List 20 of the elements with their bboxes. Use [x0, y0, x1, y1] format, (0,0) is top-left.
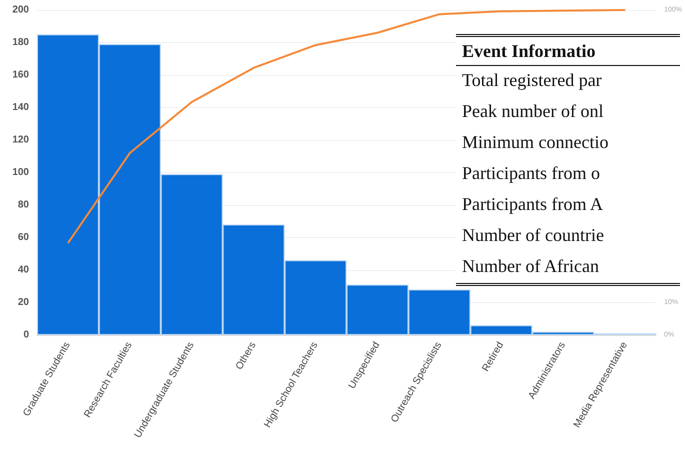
y-tick-label: 0: [23, 330, 30, 340]
y-tick-label: 100: [12, 167, 30, 178]
y-tick-label: 160: [12, 70, 30, 80]
y-tick-label: 80: [18, 200, 30, 210]
annotation: Participants from o: [461, 162, 601, 185]
annotation: Peak number of onl: [461, 100, 604, 123]
annotation: Participants from A: [461, 193, 604, 216]
y-tick-label: 180: [12, 37, 30, 48]
annotation: Minimum connectio: [461, 131, 610, 154]
y-tick-label: 60: [18, 232, 30, 243]
annotation: Number of African: [461, 255, 600, 278]
line-series: [66, 9, 626, 244]
annotation: Event Informatio: [456, 37, 680, 66]
y-tick-label: 20: [18, 297, 30, 308]
y-tick-label: 40: [18, 264, 30, 276]
y-tick-label: 200: [12, 4, 30, 16]
annotation: Total registered par: [461, 69, 603, 92]
y-tick-label: 140: [12, 102, 30, 113]
y-tick-label: 120: [12, 134, 30, 146]
annotation: Number of countrie: [461, 224, 605, 247]
